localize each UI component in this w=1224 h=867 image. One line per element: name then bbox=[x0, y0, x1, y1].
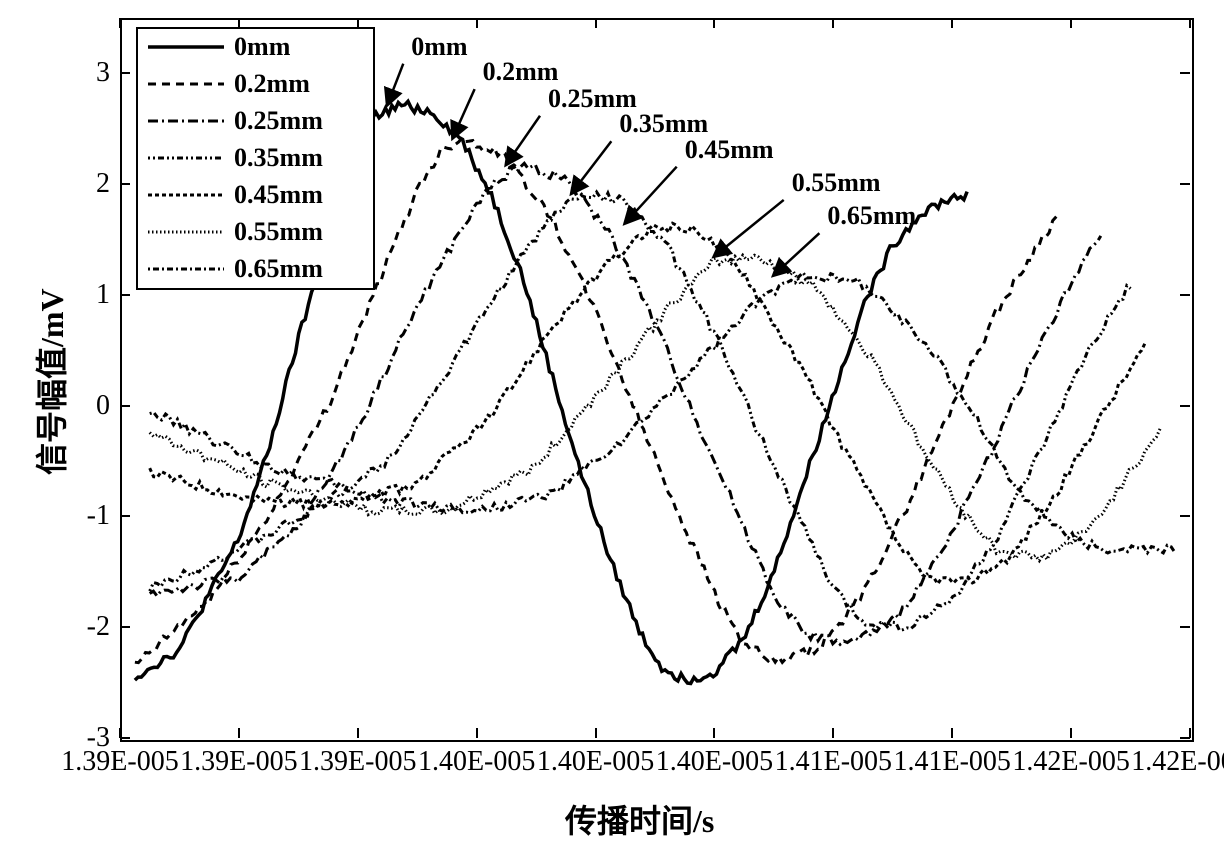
y-tick-label: -2 bbox=[87, 611, 110, 643]
series-annotation: 0mm bbox=[411, 32, 467, 62]
legend-item: 0.65mm bbox=[146, 253, 323, 285]
chart-container: 信号幅值/mV 传播时间/s 0mm0.2mm0.25mm0.35mm0.45m… bbox=[0, 0, 1224, 867]
x-tick-label: 1.40E-005 bbox=[417, 746, 537, 778]
legend-item: 0mm bbox=[146, 31, 290, 63]
series-annotation: 0.45mm bbox=[685, 135, 774, 165]
y-tick-label: 3 bbox=[96, 57, 110, 89]
x-tick-label: 1.40E-005 bbox=[654, 746, 774, 778]
legend-item: 0.55mm bbox=[146, 216, 323, 248]
x-tick-label: 1.39E-005 bbox=[179, 746, 299, 778]
legend-label: 0.65mm bbox=[234, 254, 323, 284]
x-tick-label: 1.42E-005 bbox=[1130, 746, 1224, 778]
y-tick-label: 1 bbox=[96, 279, 110, 311]
y-tick-label: 2 bbox=[96, 168, 110, 200]
legend-line-sample bbox=[146, 216, 226, 248]
legend-label: 0.25mm bbox=[234, 106, 323, 136]
legend-item: 0.25mm bbox=[146, 105, 323, 137]
legend-label: 0.35mm bbox=[234, 143, 323, 173]
series-annotation: 0.2mm bbox=[483, 57, 559, 87]
legend-line-sample bbox=[146, 253, 226, 285]
x-tick-label: 1.40E-005 bbox=[536, 746, 656, 778]
x-tick-label: 1.39E-005 bbox=[298, 746, 418, 778]
y-tick-label: -1 bbox=[87, 500, 110, 532]
x-tick-label: 1.39E-005 bbox=[60, 746, 180, 778]
x-tick-label: 1.41E-005 bbox=[892, 746, 1012, 778]
series-annotation: 0.55mm bbox=[792, 168, 881, 198]
legend-line-sample bbox=[146, 142, 226, 174]
legend-label: 0mm bbox=[234, 32, 290, 62]
legend: 0mm 0.2mm 0.25mm 0.35mm 0.45mm 0.55mm 0.65mm bbox=[136, 27, 375, 290]
legend-label: 0.55mm bbox=[234, 217, 323, 247]
legend-label: 0.2mm bbox=[234, 69, 310, 99]
x-tick-label: 1.42E-005 bbox=[1011, 746, 1131, 778]
legend-item: 0.35mm bbox=[146, 142, 323, 174]
legend-item: 0.2mm bbox=[146, 68, 310, 100]
y-tick-label: 0 bbox=[96, 390, 110, 422]
legend-label: 0.45mm bbox=[234, 180, 323, 210]
x-tick-label: 1.41E-005 bbox=[773, 746, 893, 778]
legend-item: 0.45mm bbox=[146, 179, 323, 211]
legend-line-sample bbox=[146, 105, 226, 137]
series-annotation: 0.65mm bbox=[827, 201, 916, 231]
legend-line-sample bbox=[146, 179, 226, 211]
legend-line-sample bbox=[146, 68, 226, 100]
legend-line-sample bbox=[146, 31, 226, 63]
